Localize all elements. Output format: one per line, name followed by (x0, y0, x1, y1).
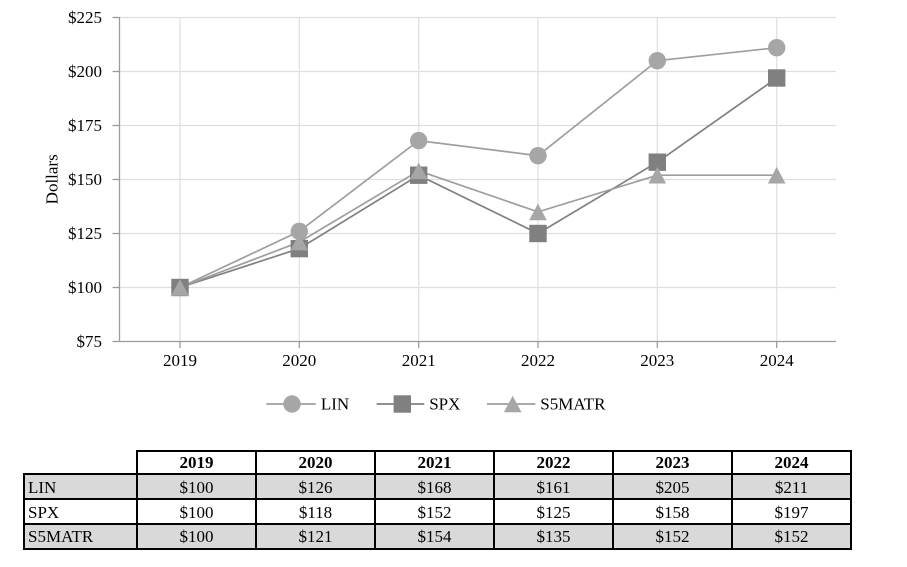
svg-text:2022: 2022 (521, 351, 555, 370)
svg-text:S5MATR: S5MATR (540, 395, 606, 414)
svg-text:$225: $225 (68, 8, 102, 27)
svg-text:LIN: LIN (321, 395, 349, 414)
svg-text:2021: 2021 (402, 351, 436, 370)
svg-text:Dollars: Dollars (43, 154, 62, 204)
svg-text:$150: $150 (68, 170, 102, 189)
svg-text:$75: $75 (77, 332, 103, 351)
svg-text:$125: $125 (68, 224, 102, 243)
svg-text:2023: 2023 (640, 351, 674, 370)
svg-text:$200: $200 (68, 62, 102, 81)
svg-text:$175: $175 (68, 116, 102, 135)
svg-text:2019: 2019 (163, 351, 197, 370)
svg-text:$100: $100 (68, 278, 102, 297)
svg-text:2020: 2020 (282, 351, 316, 370)
svg-text:SPX: SPX (429, 395, 460, 414)
svg-text:2024: 2024 (760, 351, 795, 370)
